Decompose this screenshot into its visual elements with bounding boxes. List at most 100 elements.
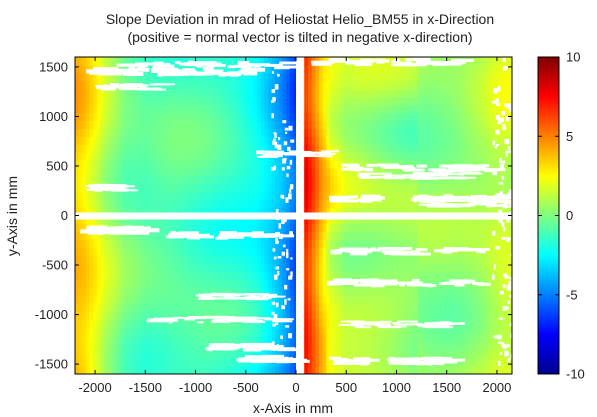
heatmap-cell bbox=[115, 207, 120, 217]
heatmap-cell bbox=[187, 247, 193, 256]
heatmap-cell bbox=[122, 278, 127, 288]
heatmap-cell bbox=[479, 152, 484, 161]
heatmap-cell bbox=[224, 72, 229, 82]
heatmap-cell bbox=[264, 223, 269, 232]
heatmap-cell bbox=[78, 183, 83, 193]
heatmap-cell bbox=[333, 366, 338, 374]
heatmap-cell bbox=[82, 80, 87, 90]
heatmap-cell bbox=[442, 136, 448, 145]
heatmap-cell bbox=[373, 342, 378, 351]
heatmap-cell bbox=[202, 191, 207, 201]
heatmap-cell bbox=[220, 167, 225, 177]
heatmap-cell bbox=[89, 334, 94, 343]
heatmap-cell bbox=[289, 350, 295, 359]
heatmap-cell bbox=[253, 239, 258, 248]
heatmap-cell bbox=[366, 104, 371, 114]
heatmap-cell bbox=[337, 263, 342, 272]
heatmap-cell bbox=[399, 366, 404, 374]
heatmap-cell bbox=[453, 326, 458, 335]
heatmap-cell bbox=[166, 255, 171, 264]
heatmap-cell bbox=[144, 199, 149, 209]
heatmap-cell bbox=[246, 96, 251, 106]
heatmap-cell bbox=[249, 247, 255, 256]
heatmap-cell bbox=[308, 255, 313, 264]
heatmap-cell bbox=[209, 191, 214, 201]
heatmap-cell bbox=[333, 120, 338, 129]
heatmap-cell bbox=[329, 239, 335, 248]
heatmap-cell bbox=[431, 286, 437, 296]
heatmap-cell bbox=[129, 215, 134, 225]
heatmap-cell bbox=[104, 247, 109, 256]
heatmap-cell bbox=[136, 167, 142, 177]
heatmap-cell bbox=[366, 350, 371, 359]
heatmap-cell bbox=[304, 326, 309, 335]
heatmap-cell bbox=[461, 175, 466, 185]
heatmap-cell bbox=[107, 104, 113, 114]
heatmap-cell bbox=[257, 270, 262, 280]
heatmap-cell bbox=[326, 334, 331, 343]
heatmap-cell bbox=[176, 350, 182, 359]
heatmap-cell bbox=[322, 215, 327, 225]
heatmap-cell bbox=[96, 302, 102, 312]
heatmap-cell bbox=[362, 96, 367, 106]
heatmap-cell bbox=[333, 286, 338, 296]
heatmap-cell bbox=[475, 120, 480, 129]
heatmap-cell bbox=[286, 318, 291, 328]
heatmap-cell bbox=[464, 310, 469, 320]
heatmap-cell bbox=[82, 175, 87, 185]
heatmap-cell bbox=[107, 88, 113, 98]
heatmap-cell bbox=[428, 120, 433, 129]
heatmap-cell bbox=[337, 144, 342, 153]
heatmap-cell bbox=[100, 96, 105, 106]
heatmap-cell bbox=[220, 334, 225, 343]
heatmap-cell bbox=[435, 160, 440, 169]
heatmap-cell bbox=[322, 278, 327, 288]
heatmap-cell bbox=[308, 286, 313, 296]
heatmap-cell bbox=[453, 80, 458, 90]
heatmap-cell bbox=[439, 334, 444, 343]
heatmap-cell bbox=[322, 136, 327, 145]
heatmap-cell bbox=[322, 231, 327, 240]
heatmap-cell bbox=[431, 350, 437, 359]
heatmap-cell bbox=[257, 136, 262, 145]
heatmap-cell bbox=[369, 223, 375, 232]
heatmap-cell bbox=[435, 294, 440, 304]
heatmap-cell bbox=[107, 318, 113, 328]
heatmap-cell bbox=[96, 334, 102, 343]
heatmap-cell bbox=[213, 326, 218, 335]
heatmap-cell bbox=[260, 191, 265, 201]
heatmap-cell bbox=[402, 72, 407, 82]
heatmap-cell bbox=[133, 350, 138, 359]
heatmap-cell bbox=[315, 350, 320, 359]
heatmap-cell bbox=[238, 302, 244, 312]
heatmap-cell bbox=[278, 263, 284, 272]
heatmap-cell bbox=[304, 239, 309, 248]
missing-data-speckle bbox=[155, 88, 160, 91]
heatmap-cell bbox=[410, 104, 415, 114]
heatmap-cell bbox=[490, 215, 495, 225]
heatmap-cell bbox=[187, 128, 193, 137]
heatmap-cell bbox=[304, 160, 309, 169]
heatmap-cell bbox=[373, 326, 378, 335]
heatmap-cell bbox=[344, 294, 349, 304]
heatmap-cell bbox=[355, 120, 360, 129]
heatmap-cell bbox=[224, 350, 229, 359]
heatmap-cell bbox=[446, 104, 451, 114]
heatmap-cell bbox=[184, 96, 189, 106]
heatmap-cell bbox=[129, 270, 134, 280]
heatmap-cell bbox=[147, 366, 153, 374]
heatmap-cell bbox=[129, 334, 134, 343]
heatmap-cell bbox=[220, 104, 225, 114]
heatmap-cell bbox=[213, 334, 218, 343]
heatmap-cell bbox=[369, 80, 375, 90]
heatmap-cell bbox=[446, 310, 451, 320]
heatmap-cell bbox=[428, 183, 433, 193]
heatmap-cell bbox=[173, 334, 178, 343]
heatmap-cell bbox=[420, 334, 426, 343]
heatmap-cell bbox=[355, 112, 360, 121]
heatmap-cell bbox=[282, 255, 287, 264]
heatmap-cell bbox=[253, 88, 258, 98]
heatmap-cell bbox=[173, 247, 178, 256]
heatmap-cell bbox=[209, 144, 214, 153]
heatmap-cell bbox=[340, 270, 346, 280]
